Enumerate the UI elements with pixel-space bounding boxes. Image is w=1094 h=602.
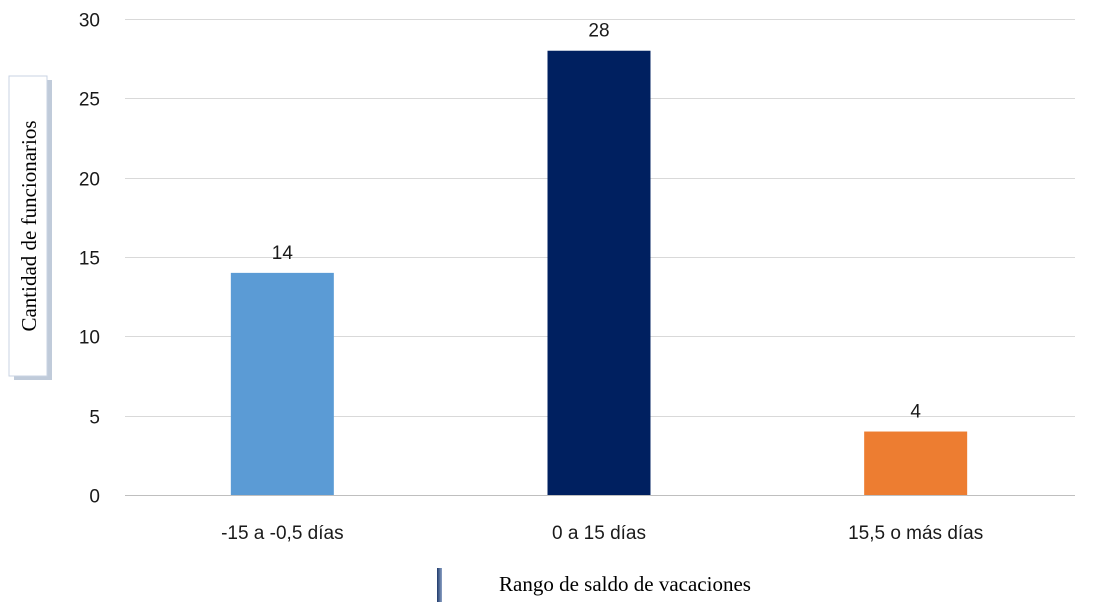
bar xyxy=(864,431,968,495)
x-axis-ticks: -15 a -0,5 días 0 a 15 días 15,5 o más día… xyxy=(221,523,983,544)
data-label: 28 xyxy=(588,21,609,42)
x-tick-label: -15 a -0,5 días xyxy=(221,523,344,544)
x-axis-title-box: Rango de saldo de vacaciones xyxy=(437,568,802,602)
y-axis-title-box: Cantidad de funcionarios xyxy=(8,75,52,380)
bar xyxy=(230,272,334,495)
bars xyxy=(230,50,968,495)
y-tick-label: 20 xyxy=(79,170,100,191)
y-tick-label: 10 xyxy=(79,328,100,349)
y-tick-label: 0 xyxy=(89,487,100,508)
data-label: 14 xyxy=(272,243,294,264)
y-axis-title: Cantidad de funcionarios xyxy=(17,120,41,331)
x-tick-label: 0 a 15 días xyxy=(552,523,646,544)
y-tick-label: 30 xyxy=(79,11,100,32)
y-tick-label: 15 xyxy=(79,249,100,270)
y-axis-ticks: 0 5 10 15 20 25 30 xyxy=(79,11,100,508)
data-labels: 14 28 4 xyxy=(272,21,922,423)
data-label: 4 xyxy=(910,402,921,423)
y-tick-label: 25 xyxy=(79,90,100,111)
bar xyxy=(547,50,651,495)
y-tick-label: 5 xyxy=(89,408,100,429)
x-tick-label: 15,5 o más días xyxy=(848,523,983,544)
x-axis-title: Rango de saldo de vacaciones xyxy=(499,572,751,596)
